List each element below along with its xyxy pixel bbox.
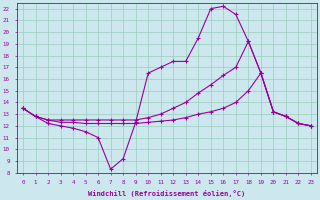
X-axis label: Windchill (Refroidissement éolien,°C): Windchill (Refroidissement éolien,°C)	[88, 190, 245, 197]
